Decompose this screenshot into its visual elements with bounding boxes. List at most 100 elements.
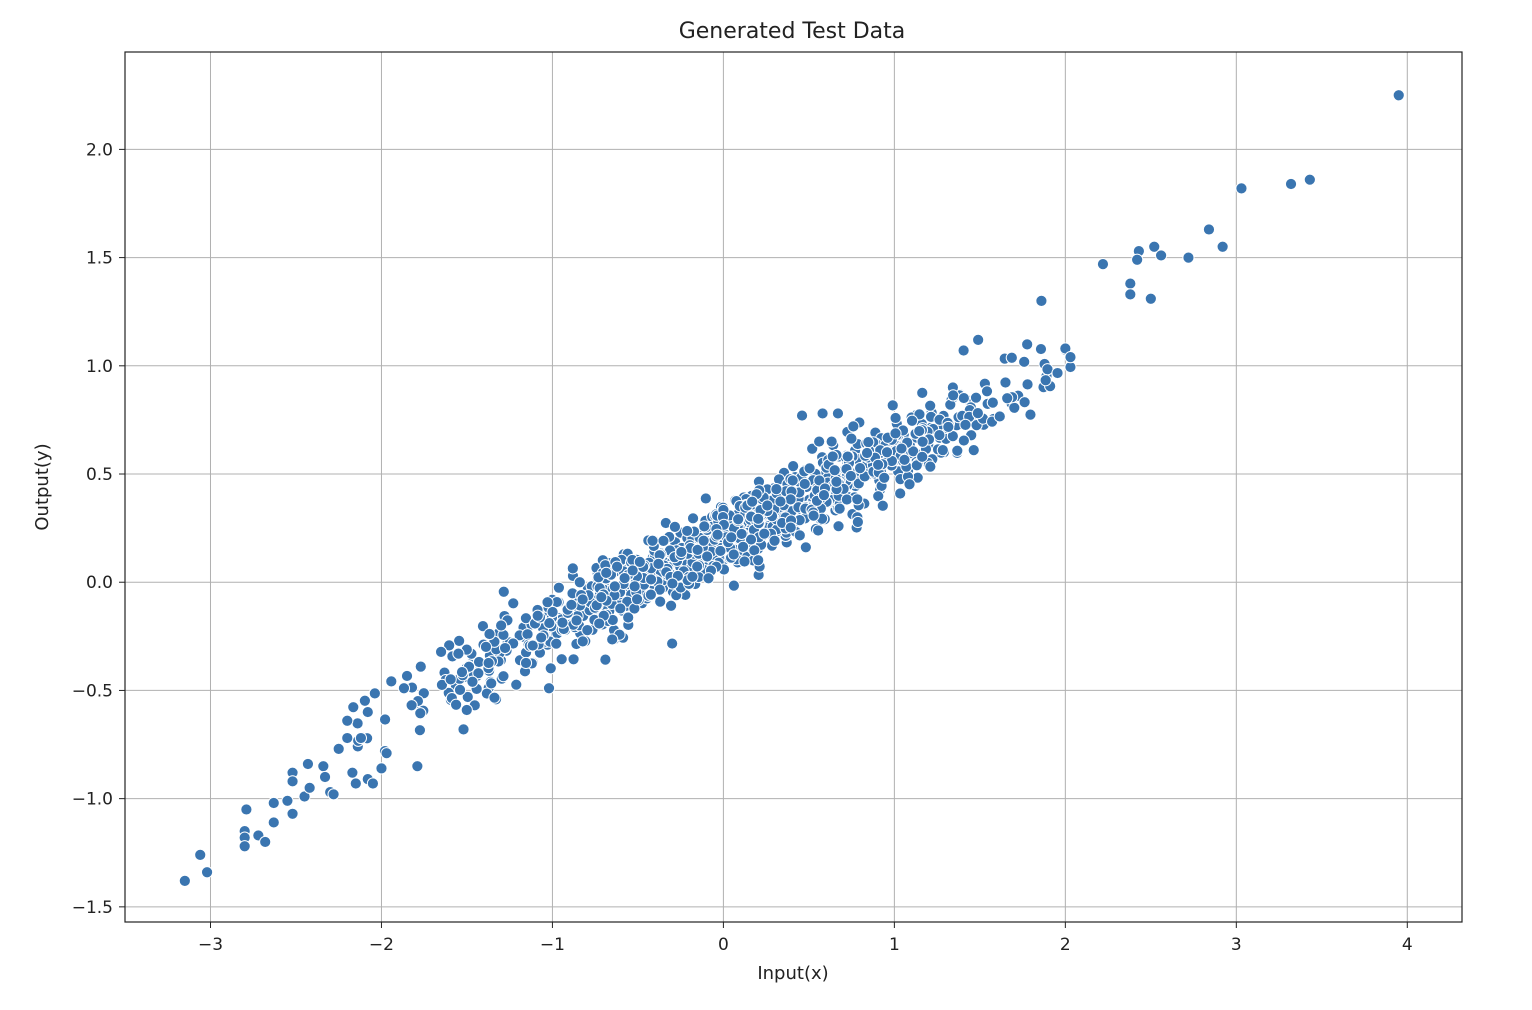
scatter-point: [593, 617, 606, 630]
scatter-point: [812, 524, 825, 537]
scatter-point: [556, 616, 569, 629]
scatter-point: [999, 376, 1012, 389]
scatter-point: [980, 385, 994, 398]
scatter-point: [449, 698, 463, 711]
scatter-point: [675, 545, 688, 559]
scatter-point: [405, 699, 418, 712]
scatter-point: [476, 620, 490, 633]
scatter-point: [862, 436, 875, 449]
scatter-point: [799, 541, 812, 554]
scatter-point: [1021, 338, 1034, 351]
scatter-point: [1216, 240, 1229, 253]
chart-title: Generated Test Data: [679, 19, 906, 44]
scatter-point: [267, 816, 280, 829]
scatter-point: [816, 407, 829, 420]
scatter-point: [466, 675, 479, 688]
x-axis-label: Input(x): [757, 963, 828, 984]
scatter-point: [957, 391, 970, 405]
scatter-point: [666, 577, 679, 590]
scatter-point: [666, 637, 679, 650]
scatter-point: [633, 555, 646, 568]
scatter-point: [732, 513, 745, 526]
scatter-point: [807, 509, 820, 522]
scatter-point: [566, 562, 579, 575]
x-tick-label: 0: [718, 935, 729, 955]
scatter-point: [793, 529, 806, 542]
scatter-point: [916, 450, 929, 463]
scatter-point: [453, 683, 467, 696]
scatter-point: [872, 458, 885, 471]
scatter-point: [786, 474, 799, 487]
scatter-point: [831, 407, 845, 420]
scatter-point: [555, 653, 568, 666]
scatter-point: [453, 634, 466, 647]
scatter-point: [795, 409, 809, 422]
scatter-point: [1124, 277, 1137, 290]
scatter-point: [714, 544, 727, 558]
y-tick-label: −0.5: [72, 681, 113, 701]
scatter-point: [366, 777, 380, 790]
scatter-point: [798, 477, 811, 491]
scatter-point: [686, 512, 700, 525]
scatter-point: [880, 446, 894, 459]
scatter-point: [1018, 355, 1031, 368]
scatter-point: [550, 637, 563, 650]
scatter-point: [702, 572, 715, 585]
scatter-point: [895, 442, 908, 455]
scatter-point: [654, 595, 667, 608]
scatter-point: [521, 628, 534, 641]
scatter-point: [1182, 251, 1195, 264]
scatter-point: [735, 527, 748, 541]
scatter-point: [924, 460, 937, 473]
scatter-point: [608, 580, 621, 593]
scatter-point: [495, 619, 508, 632]
scatter-point: [332, 742, 345, 755]
scatter-point: [606, 633, 619, 646]
y-tick-label: −1.5: [72, 898, 113, 918]
scatter-point: [1124, 288, 1137, 301]
scatter-point: [832, 520, 845, 533]
scatter-point: [876, 499, 889, 512]
scatter-point: [498, 641, 512, 655]
scatter-point: [668, 520, 682, 534]
x-tick-label: 4: [1402, 935, 1413, 955]
scatter-point: [774, 495, 787, 508]
scatter-point: [1284, 177, 1298, 191]
scatter-point: [813, 435, 826, 448]
scatter-point: [630, 593, 644, 606]
scatter-point: [347, 701, 360, 714]
scatter-point: [951, 444, 964, 457]
scatter-point: [957, 344, 970, 357]
scatter-point: [664, 599, 678, 612]
scatter-point: [546, 605, 559, 619]
scatter-point: [346, 766, 359, 779]
scatter-point: [543, 616, 556, 630]
scatter-point: [644, 588, 657, 601]
scatter-point: [833, 502, 846, 515]
scatter-point: [758, 527, 771, 540]
scatter-point: [746, 495, 759, 508]
scatter-point: [281, 794, 294, 807]
scatter-point: [380, 747, 393, 760]
scatter-point: [397, 682, 411, 695]
scatter-point: [853, 462, 867, 475]
scatter-point: [349, 777, 362, 790]
scatter-point: [472, 667, 485, 680]
scatter-point: [924, 399, 937, 412]
scatter-point: [889, 411, 902, 425]
y-tick-label: 0.0: [86, 573, 113, 593]
y-tick-label: −1.0: [72, 790, 113, 810]
scatter-point: [916, 435, 929, 448]
scatter-point: [1024, 408, 1037, 421]
scatter-point: [957, 434, 970, 447]
scatter-point: [711, 528, 724, 541]
scatter-point: [691, 543, 704, 556]
scatter-point: [303, 781, 316, 794]
scatter-point: [385, 675, 398, 688]
scatter-point: [567, 653, 580, 666]
scatter-point: [701, 550, 714, 563]
scatter-point: [457, 723, 470, 736]
scatter-point: [698, 520, 711, 533]
data-points: [178, 89, 1405, 887]
scatter-point: [317, 760, 330, 773]
